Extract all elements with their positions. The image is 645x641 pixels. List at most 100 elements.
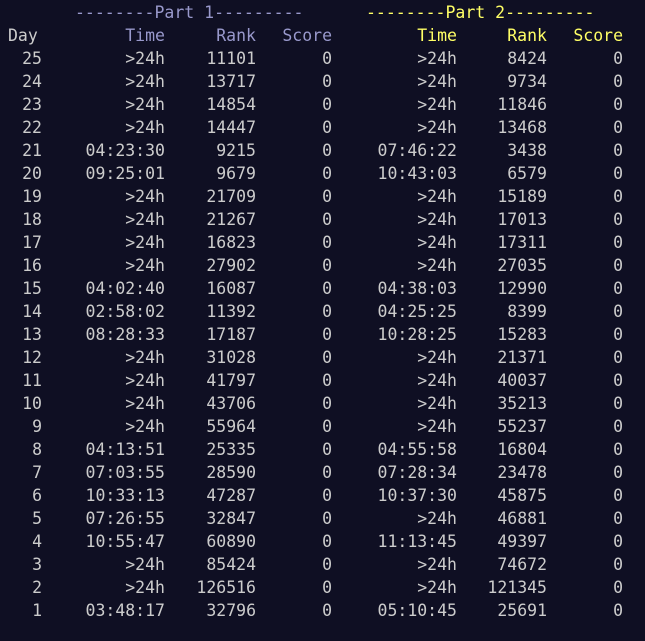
part1-rank-cell: 17187 bbox=[206, 325, 256, 344]
part2-score-cell: 0 bbox=[613, 509, 623, 528]
part1-score-cell: 0 bbox=[322, 279, 332, 298]
part2-score-cell: 0 bbox=[613, 463, 623, 482]
day-cell: 11 bbox=[22, 371, 42, 390]
part1-rank-cell: 16823 bbox=[206, 233, 256, 252]
part1-score-cell: 0 bbox=[322, 417, 332, 436]
part2-rank-cell: 27035 bbox=[497, 256, 547, 275]
part1-rank-cell: 25335 bbox=[206, 440, 256, 459]
part2-rank-cell: 13468 bbox=[497, 118, 547, 137]
part2-rank-cell: 45875 bbox=[497, 486, 547, 505]
part2-time-cell: >24h bbox=[417, 578, 457, 597]
part2-rank-cell: 15189 bbox=[497, 187, 547, 206]
part2-rank-cell: 35213 bbox=[497, 394, 547, 413]
part1-rank-cell: 11392 bbox=[206, 302, 256, 321]
part1-time-cell: >24h bbox=[125, 256, 165, 275]
part2-rank-cell: 9734 bbox=[507, 72, 547, 91]
day-cell: 2 bbox=[32, 578, 42, 597]
part2-time-cell: 04:25:25 bbox=[377, 302, 457, 321]
part-banner-row: --------Part 1--------- --------Part 2--… bbox=[0, 1, 645, 24]
day-cell: 4 bbox=[32, 532, 42, 551]
part1-rank-cell: 14854 bbox=[206, 95, 256, 114]
part1-time-cell: 10:33:13 bbox=[85, 486, 165, 505]
part1-rank-cell: 47287 bbox=[206, 486, 256, 505]
part1-time-cell: >24h bbox=[125, 555, 165, 574]
part2-time-cell: >24h bbox=[417, 348, 457, 367]
part1-score-cell: 0 bbox=[322, 486, 332, 505]
part2-score-cell: 0 bbox=[613, 417, 623, 436]
stats-row-day-5: 5 07:26:55 32847 0 >24h 46881 0 bbox=[0, 507, 645, 530]
day-cell: 8 bbox=[32, 440, 42, 459]
part1-rank-cell: 32796 bbox=[206, 601, 256, 620]
part1-banner: --------Part 1--------- bbox=[75, 3, 304, 22]
part1-time-cell: >24h bbox=[125, 348, 165, 367]
part2-score-cell: 0 bbox=[613, 348, 623, 367]
part1-time-cell: 07:26:55 bbox=[85, 509, 165, 528]
part1-rank-cell: 9679 bbox=[216, 164, 256, 183]
part1-rank-cell: 28590 bbox=[206, 463, 256, 482]
stats-row-day-24: 24 >24h 13717 0 >24h 9734 0 bbox=[0, 70, 645, 93]
stats-row-day-15: 15 04:02:40 16087 0 04:38:03 12990 0 bbox=[0, 277, 645, 300]
day-cell: 5 bbox=[32, 509, 42, 528]
day-cell: 1 bbox=[32, 601, 42, 620]
stats-row-day-12: 12 >24h 31028 0 >24h 21371 0 bbox=[0, 346, 645, 369]
part1-time-cell: 04:23:30 bbox=[85, 141, 165, 160]
part1-score-cell: 0 bbox=[322, 164, 332, 183]
part2-score-cell: 0 bbox=[613, 371, 623, 390]
part1-rank-cell: 11101 bbox=[206, 49, 256, 68]
part1-rank-cell: 9215 bbox=[216, 141, 256, 160]
part1-score-cell: 0 bbox=[322, 371, 332, 390]
stats-row-day-7: 7 07:03:55 28590 0 07:28:34 23478 0 bbox=[0, 461, 645, 484]
part2-time-cell: >24h bbox=[417, 72, 457, 91]
part2-time-cell: 10:37:30 bbox=[377, 486, 457, 505]
part2-score-cell: 0 bbox=[613, 578, 623, 597]
part2-rank-cell: 74672 bbox=[497, 555, 547, 574]
part2-score-header: Score bbox=[573, 26, 623, 45]
part2-time-cell: 04:55:58 bbox=[377, 440, 457, 459]
part1-score-cell: 0 bbox=[322, 509, 332, 528]
part1-rank-header: Rank bbox=[216, 26, 256, 45]
part2-time-cell: 04:38:03 bbox=[377, 279, 457, 298]
part1-rank-cell: 32847 bbox=[206, 509, 256, 528]
stats-row-day-23: 23 >24h 14854 0 >24h 11846 0 bbox=[0, 93, 645, 116]
part2-score-cell: 0 bbox=[613, 233, 623, 252]
part1-time-cell: >24h bbox=[125, 72, 165, 91]
part1-score-cell: 0 bbox=[322, 118, 332, 137]
part1-rank-cell: 21267 bbox=[206, 210, 256, 229]
part2-rank-cell: 6579 bbox=[507, 164, 547, 183]
stats-row-day-10: 10 >24h 43706 0 >24h 35213 0 bbox=[0, 392, 645, 415]
part2-score-cell: 0 bbox=[613, 187, 623, 206]
part1-score-cell: 0 bbox=[322, 555, 332, 574]
part2-score-cell: 0 bbox=[613, 486, 623, 505]
part2-score-cell: 0 bbox=[613, 325, 623, 344]
part2-time-cell: >24h bbox=[417, 95, 457, 114]
part2-time-cell: 10:43:03 bbox=[377, 164, 457, 183]
part1-time-cell: 10:55:47 bbox=[85, 532, 165, 551]
part2-time-cell: 11:13:45 bbox=[377, 532, 457, 551]
part2-rank-cell: 25691 bbox=[497, 601, 547, 620]
part2-rank-cell: 12990 bbox=[497, 279, 547, 298]
stats-row-day-2: 2 >24h 126516 0 >24h 121345 0 bbox=[0, 576, 645, 599]
part1-rank-cell: 14447 bbox=[206, 118, 256, 137]
part2-rank-cell: 121345 bbox=[487, 578, 547, 597]
part2-score-cell: 0 bbox=[613, 555, 623, 574]
part2-time-cell: 07:46:22 bbox=[377, 141, 457, 160]
part2-time-cell: >24h bbox=[417, 233, 457, 252]
part2-score-cell: 0 bbox=[613, 118, 623, 137]
column-header-row: Day Time Rank Score Time Rank Score bbox=[0, 24, 645, 47]
part1-score-cell: 0 bbox=[322, 49, 332, 68]
part1-score-cell: 0 bbox=[322, 187, 332, 206]
part2-score-cell: 0 bbox=[613, 601, 623, 620]
stats-row-day-8: 8 04:13:51 25335 0 04:55:58 16804 0 bbox=[0, 438, 645, 461]
part2-rank-cell: 17013 bbox=[497, 210, 547, 229]
day-cell: 10 bbox=[22, 394, 42, 413]
part1-time-cell: >24h bbox=[125, 49, 165, 68]
part1-time-cell: >24h bbox=[125, 417, 165, 436]
part1-time-cell: >24h bbox=[125, 118, 165, 137]
part2-score-cell: 0 bbox=[613, 210, 623, 229]
part1-score-cell: 0 bbox=[322, 256, 332, 275]
part1-time-cell: 04:13:51 bbox=[85, 440, 165, 459]
part2-time-cell: >24h bbox=[417, 555, 457, 574]
part2-score-cell: 0 bbox=[613, 279, 623, 298]
part2-score-cell: 0 bbox=[613, 49, 623, 68]
stats-row-day-9: 9 >24h 55964 0 >24h 55237 0 bbox=[0, 415, 645, 438]
